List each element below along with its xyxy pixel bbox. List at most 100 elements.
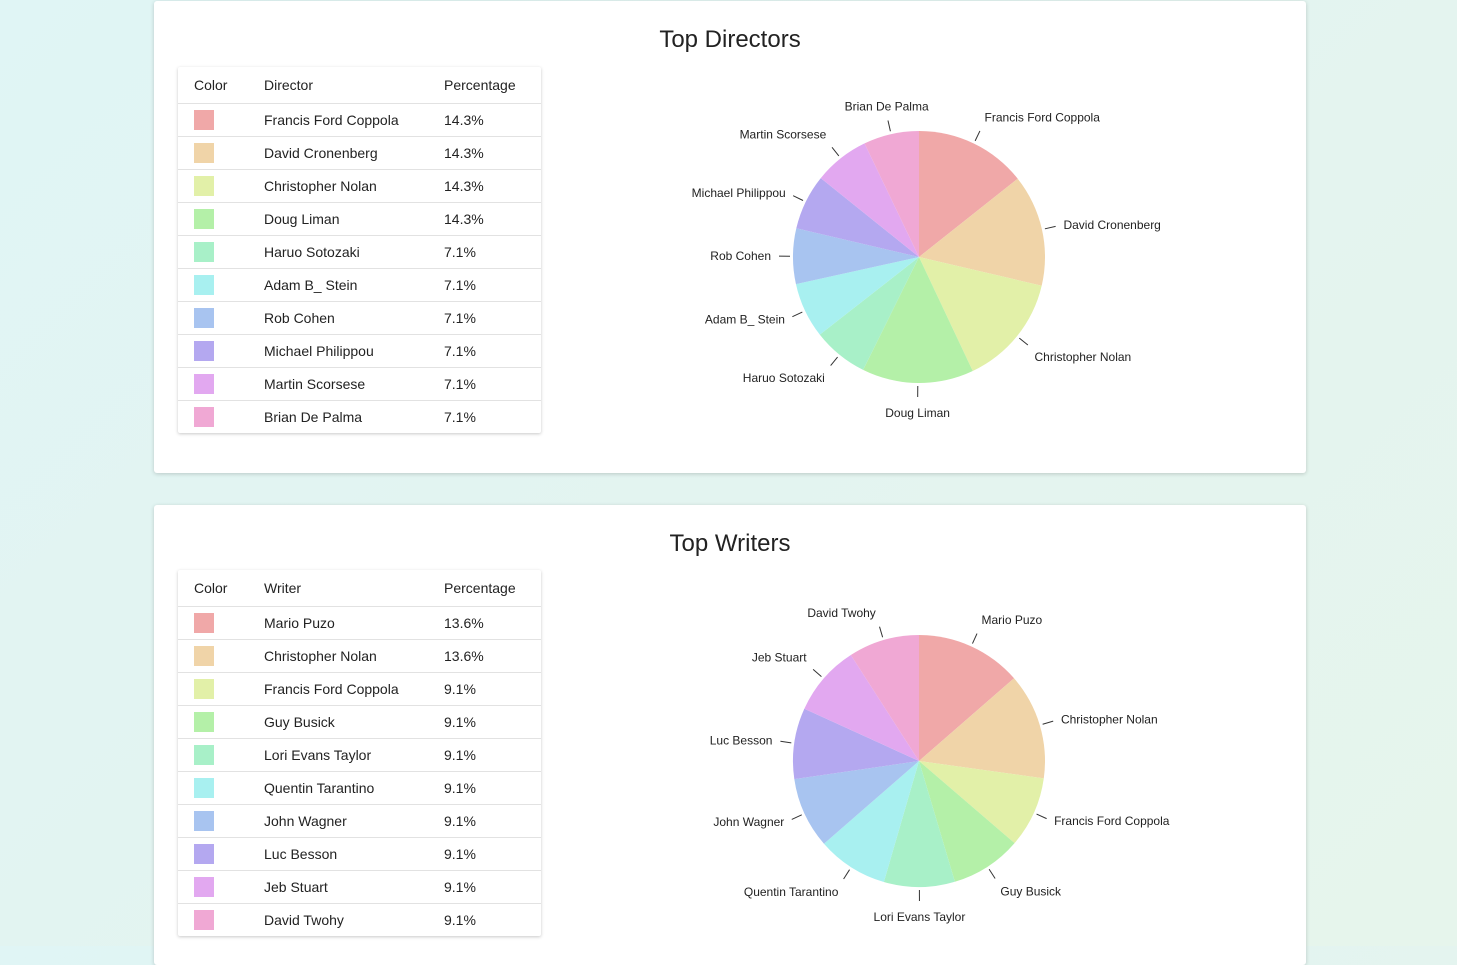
pie-slice — [821, 143, 919, 257]
color-cell — [178, 640, 264, 673]
percentage-cell: 9.1% — [444, 706, 541, 739]
color-swatch — [194, 613, 214, 633]
pie-slice-label: John Wagner — [713, 815, 784, 829]
writer-name-cell: Luc Besson — [264, 838, 444, 871]
color-cell — [178, 838, 264, 871]
writer-name-cell: Jeb Stuart — [264, 871, 444, 904]
pie-slice-label: Jeb Stuart — [752, 650, 807, 664]
color-swatch — [194, 679, 214, 699]
color-swatch — [194, 209, 214, 229]
color-column-header: Color — [178, 570, 264, 607]
pie-slice — [796, 257, 919, 335]
pie-slice-label: Francis Ford Coppola — [1054, 814, 1170, 828]
pie-slice-label: David Twohy — [807, 606, 875, 620]
pie-label-leader — [972, 634, 977, 644]
percentage-cell: 9.1% — [444, 673, 541, 706]
directors-card: Top Directors Color Director Percentage … — [154, 1, 1306, 473]
pie-slice-label: Lori Evans Taylor — [874, 910, 966, 924]
color-swatch — [194, 176, 214, 196]
color-swatch — [194, 646, 214, 666]
percentage-cell: 9.1% — [444, 871, 541, 904]
pie-slice — [919, 179, 1045, 286]
writer-name-cell: John Wagner — [264, 805, 444, 838]
color-swatch — [194, 811, 214, 831]
percentage-cell: 7.1% — [444, 368, 541, 401]
percentage-cell: 9.1% — [444, 772, 541, 805]
percentage-column-header: Percentage — [444, 67, 541, 104]
pie-slice — [863, 257, 973, 383]
pie-label-leader — [780, 741, 791, 743]
pie-label-leader — [832, 147, 839, 156]
color-swatch — [194, 374, 214, 394]
writers-table-header-row: Color Writer Percentage — [178, 570, 541, 607]
writers-card: Top Writers Color Writer Percentage Mari… — [154, 505, 1306, 965]
directors-title: Top Directors — [154, 26, 1306, 54]
pie-label-leader — [1037, 814, 1047, 819]
percentage-cell: 7.1% — [444, 401, 541, 434]
color-cell — [178, 236, 264, 269]
color-swatch — [194, 712, 214, 732]
writer-name-cell: Mario Puzo — [264, 607, 444, 640]
director-name-cell: Christopher Nolan — [264, 170, 444, 203]
color-swatch — [194, 143, 214, 163]
percentage-cell: 13.6% — [444, 640, 541, 673]
pie-label-leader — [1043, 721, 1054, 724]
writer-name-cell: Christopher Nolan — [264, 640, 444, 673]
pie-slice — [851, 635, 919, 761]
color-swatch — [194, 110, 214, 130]
color-cell — [178, 673, 264, 706]
pie-slice-label: Quentin Tarantino — [744, 885, 839, 899]
pie-slice-label: Rob Cohen — [710, 249, 771, 263]
color-swatch — [194, 844, 214, 864]
pie-slice-label: Guy Busick — [1000, 885, 1062, 899]
pie-slice — [884, 761, 955, 887]
percentage-cell: 13.6% — [444, 607, 541, 640]
percentage-cell: 14.3% — [444, 170, 541, 203]
color-cell — [178, 137, 264, 170]
director-name-cell: Adam B_ Stein — [264, 269, 444, 302]
pie-slice — [793, 709, 919, 779]
pie-label-leader — [888, 120, 890, 131]
director-name-cell: Francis Ford Coppola — [264, 104, 444, 137]
pie-label-leader — [792, 815, 802, 820]
percentage-cell: 14.3% — [444, 137, 541, 170]
directors-table: Color Director Percentage Francis Ford C… — [178, 67, 541, 433]
pie-slice — [824, 761, 919, 882]
pie-label-leader — [793, 196, 803, 201]
pie-slice-label: Martin Scorsese — [740, 128, 827, 142]
percentage-cell: 14.3% — [444, 104, 541, 137]
color-column-header: Color — [178, 67, 264, 104]
color-cell — [178, 401, 264, 434]
color-cell — [178, 269, 264, 302]
pie-slice — [820, 257, 919, 370]
percentage-cell: 14.3% — [444, 203, 541, 236]
color-cell — [178, 904, 264, 937]
pie-slice — [919, 678, 1045, 778]
color-swatch — [194, 275, 214, 295]
pie-label-leader — [989, 869, 995, 878]
color-cell — [178, 739, 264, 772]
color-cell — [178, 871, 264, 904]
color-cell — [178, 104, 264, 137]
percentage-cell: 7.1% — [444, 335, 541, 368]
pie-label-leader — [792, 312, 802, 317]
